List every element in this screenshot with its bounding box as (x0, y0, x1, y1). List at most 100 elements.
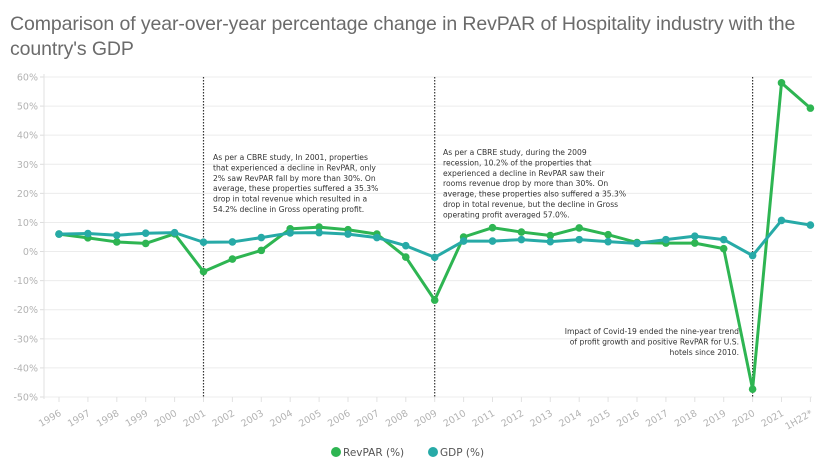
annotation-line: of profit growth and positive RevPAR for… (570, 337, 739, 346)
y-tick-label: -50% (13, 393, 38, 404)
y-tick-label: -10% (13, 276, 38, 287)
data-point[interactable] (517, 228, 526, 236)
x-tick-label: 2008 (384, 408, 410, 430)
data-point[interactable] (113, 231, 121, 240)
data-point[interactable] (806, 221, 815, 229)
annotation-line: As per a CBRE study, In 2001, properties (213, 153, 368, 162)
x-tick-label: 2014 (557, 408, 583, 430)
legend: RevPAR (%) GDP (%) (331, 447, 484, 459)
data-point[interactable] (402, 241, 410, 250)
data-point[interactable] (488, 237, 497, 245)
data-point[interactable] (257, 246, 266, 255)
data-point[interactable] (344, 230, 352, 238)
x-tick-label: 2019 (702, 408, 728, 430)
x-tick-label: 2015 (586, 408, 612, 430)
annotation-2020: Impact of Covid-19 ended the nine-year t… (565, 327, 739, 357)
y-tick-label: -20% (13, 305, 38, 316)
annotation-line: As per a CBRE study, during the 2009 (443, 148, 587, 157)
data-point[interactable] (459, 237, 468, 245)
y-tick-label: 20% (17, 189, 38, 200)
x-tick-label: 2006 (326, 408, 352, 430)
data-point[interactable] (748, 251, 757, 260)
legend-item[interactable]: GDP (%) (428, 447, 484, 459)
data-point[interactable] (170, 228, 179, 237)
legend-label: RevPAR (%) (343, 447, 404, 459)
legend-marker-icon (331, 447, 341, 457)
annotation-line: rooms revenue drop by more than 30%. On (443, 179, 608, 188)
data-point[interactable] (604, 230, 612, 239)
x-tick-label: 1996 (37, 408, 63, 430)
x-tick-label: 2005 (297, 408, 323, 430)
data-point[interactable] (604, 237, 612, 246)
data-point[interactable] (228, 238, 237, 246)
annotation-2009: As per a CBRE study, during the 2009rece… (443, 148, 626, 219)
data-point[interactable] (315, 228, 323, 237)
data-point[interactable] (691, 239, 699, 247)
x-tick-label: 2012 (499, 408, 525, 430)
data-point[interactable] (691, 232, 699, 240)
legend-item[interactable]: RevPAR (%) (331, 447, 404, 459)
data-point[interactable] (141, 229, 150, 238)
annotation-line: 2% saw RevPAR fall by more than 30%. On (213, 174, 376, 183)
x-tick-label: 2009 (413, 408, 439, 430)
annotation-line: drop in total revenue, but the decline i… (443, 200, 618, 209)
y-tick-label: 0% (23, 247, 38, 258)
y-tick-label: -30% (13, 334, 38, 345)
x-tick-label: 2018 (673, 408, 699, 430)
x-tick-label: 2017 (644, 408, 670, 430)
x-tick-label: 2013 (528, 408, 554, 430)
data-point[interactable] (402, 253, 410, 261)
data-point[interactable] (286, 229, 295, 237)
y-tick-label: 40% (17, 131, 38, 142)
data-point[interactable] (748, 385, 757, 393)
y-tick-label: 60% (17, 73, 38, 84)
data-point[interactable] (199, 267, 208, 276)
y-tick-label: 30% (17, 160, 38, 171)
data-point[interactable] (719, 235, 728, 244)
x-tick-label: 2003 (239, 408, 265, 430)
data-point[interactable] (546, 231, 555, 240)
data-point[interactable] (777, 79, 786, 87)
data-point[interactable] (84, 229, 92, 238)
annotation-line: drop in total revenue which resulted in … (213, 195, 367, 204)
data-point[interactable] (113, 238, 121, 246)
x-axis: 1996 1997 1998 1999 2000 2001 2002 2003 2004 2005… (37, 397, 815, 433)
series-revpar (55, 79, 815, 393)
y-axis: 60% 50% 40% 30% 20% 10% 0% -10% -20% -30% -40% -50% (13, 73, 45, 404)
data-point[interactable] (199, 238, 208, 247)
gridlines (44, 76, 812, 398)
x-tick-label: 1998 (95, 408, 121, 430)
x-tick-label: 2007 (355, 408, 381, 430)
data-point[interactable] (315, 223, 323, 231)
x-tick-label: 2011 (471, 408, 497, 430)
data-point[interactable] (662, 235, 670, 244)
annotation-line: operating profit averaged 57.0%. (443, 210, 570, 219)
legend-marker-icon (428, 447, 438, 457)
data-point[interactable] (806, 104, 815, 112)
series-gdp (55, 216, 815, 262)
data-point[interactable] (55, 230, 63, 238)
data-point[interactable] (430, 296, 439, 304)
data-point[interactable] (575, 235, 583, 244)
data-point[interactable] (228, 255, 237, 263)
data-point[interactable] (719, 244, 728, 253)
x-tick-label: 2021 (760, 408, 786, 430)
x-tick-label: 2000 (153, 408, 179, 430)
data-point[interactable] (546, 237, 555, 246)
data-point[interactable] (633, 239, 641, 248)
annotation-line: that experienced a decline in RevPAR, on… (213, 163, 376, 172)
x-tick-label: 1H22* (783, 408, 815, 433)
annotation-line: recession, 10.2% of the properties that (443, 158, 592, 167)
data-point[interactable] (777, 216, 786, 225)
y-tick-label: 50% (17, 102, 38, 113)
data-point[interactable] (430, 253, 439, 262)
annotations: As per a CBRE study, In 2001, properties… (213, 148, 739, 357)
x-tick-label: 2001 (182, 408, 208, 430)
data-point[interactable] (373, 233, 381, 242)
y-tick-label: 10% (17, 218, 38, 229)
data-point[interactable] (257, 233, 266, 242)
data-point[interactable] (141, 239, 150, 248)
data-point[interactable] (517, 235, 526, 244)
data-point[interactable] (488, 223, 497, 232)
data-point[interactable] (575, 224, 583, 232)
